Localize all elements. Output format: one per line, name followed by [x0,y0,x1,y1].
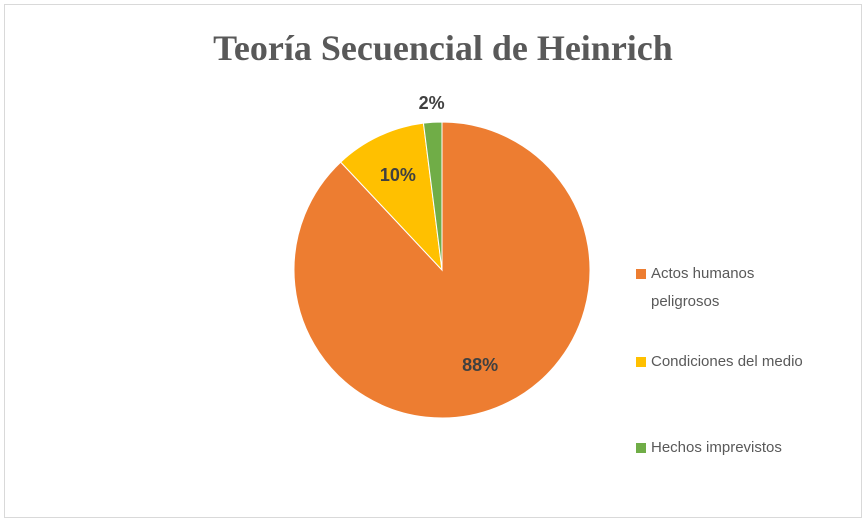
legend-item: Actos humanos peligrosos [636,260,823,316]
legend-item: Condiciones del medio [636,348,823,376]
chart-title: Teoría Secuencial de Heinrich [213,28,673,68]
legend-label: Hechos imprevistos [651,439,782,456]
legend-swatch [636,269,646,279]
pie-slice [422,121,443,271]
legend-swatch [636,357,646,367]
pie-slice [339,122,443,272]
pie: 88% 10% 2% [293,93,591,419]
data-label: 2% [419,93,445,113]
legend-item: Hechos imprevistos [636,434,823,462]
data-label: 88% [462,355,498,375]
legend-label: Actos humanos peligrosos [651,265,755,310]
legend-label: Condiciones del medio [651,353,803,370]
data-label: 10% [380,165,416,185]
legend-swatch [636,443,646,453]
chart-frame [4,4,862,518]
